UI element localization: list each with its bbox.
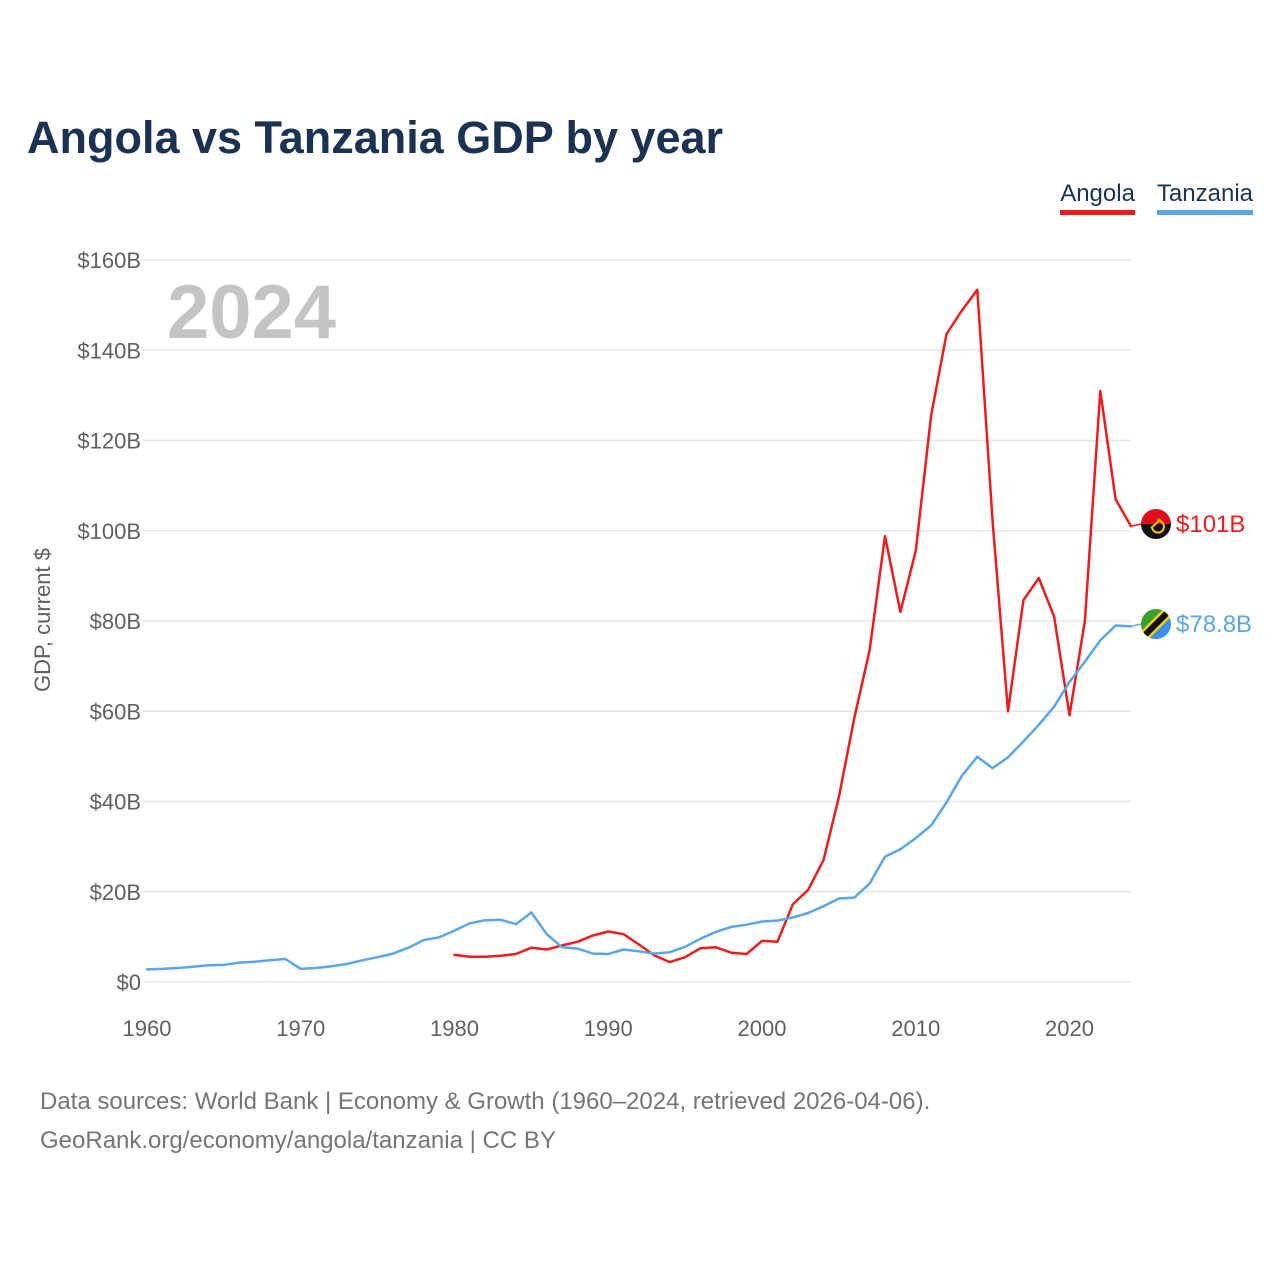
current-year-label: 2024 xyxy=(167,270,336,355)
x-tick-label: 2000 xyxy=(738,1016,787,1041)
chart-title: Angola vs Tanzania GDP by year xyxy=(27,112,724,163)
series-line-tanzania[interactable] xyxy=(145,624,1133,971)
y-tick-label: $20B xyxy=(90,880,141,905)
series-connector-angola xyxy=(1130,523,1142,527)
grid xyxy=(143,259,1131,983)
angola-end-value-label: $101B xyxy=(1176,511,1245,538)
series-connector-tanzania xyxy=(1130,623,1142,628)
gdp-line-chart: $0 $20B $40B $60B $80B $100B $120B $140B $160B 1… xyxy=(30,248,1252,1041)
data-source-text: Data sources: World Bank | Economy & Gro… xyxy=(40,1088,931,1115)
legend-item-angola[interactable]: Angola xyxy=(1060,180,1135,215)
y-tick-label: $40B xyxy=(90,790,141,815)
y-tick-label: $120B xyxy=(77,429,141,454)
x-tick-label: 2020 xyxy=(1045,1016,1094,1041)
x-tick-label: 1970 xyxy=(276,1016,325,1041)
y-axis-title: GDP, current $ xyxy=(30,548,55,692)
attribution-link[interactable]: GeoRank.org/economy/angola/tanzania | CC… xyxy=(40,1127,556,1154)
angola-flag-icon xyxy=(1141,509,1171,539)
y-tick-label: $80B xyxy=(90,609,141,634)
tanzania-end-value-label: $78.8B xyxy=(1176,611,1252,638)
legend: Angola Tanzania xyxy=(1060,180,1253,215)
y-tick-label: $160B xyxy=(77,248,141,273)
y-tick-label: $140B xyxy=(77,338,141,363)
series-lines xyxy=(145,288,1142,971)
x-tick-label: 2010 xyxy=(891,1016,940,1041)
footer: Data sources: World Bank | Economy & Gro… xyxy=(40,1082,930,1160)
y-axis-ticks: $0 $20B $40B $60B $80B $100B $120B $140B $160B xyxy=(77,248,141,995)
tanzania-flag-icon xyxy=(1141,609,1171,639)
legend-item-tanzania[interactable]: Tanzania xyxy=(1156,180,1253,215)
x-tick-label: 1980 xyxy=(430,1016,479,1041)
y-tick-label: $60B xyxy=(90,699,141,724)
x-axis-ticks: 1960 1970 1980 1990 2000 2010 2020 xyxy=(123,1016,1094,1041)
series-line-angola[interactable] xyxy=(453,288,1133,964)
y-tick-label: $0 xyxy=(117,970,141,995)
x-tick-label: 1990 xyxy=(584,1016,633,1041)
y-tick-label: $100B xyxy=(77,519,141,544)
x-tick-label: 1960 xyxy=(123,1016,172,1041)
